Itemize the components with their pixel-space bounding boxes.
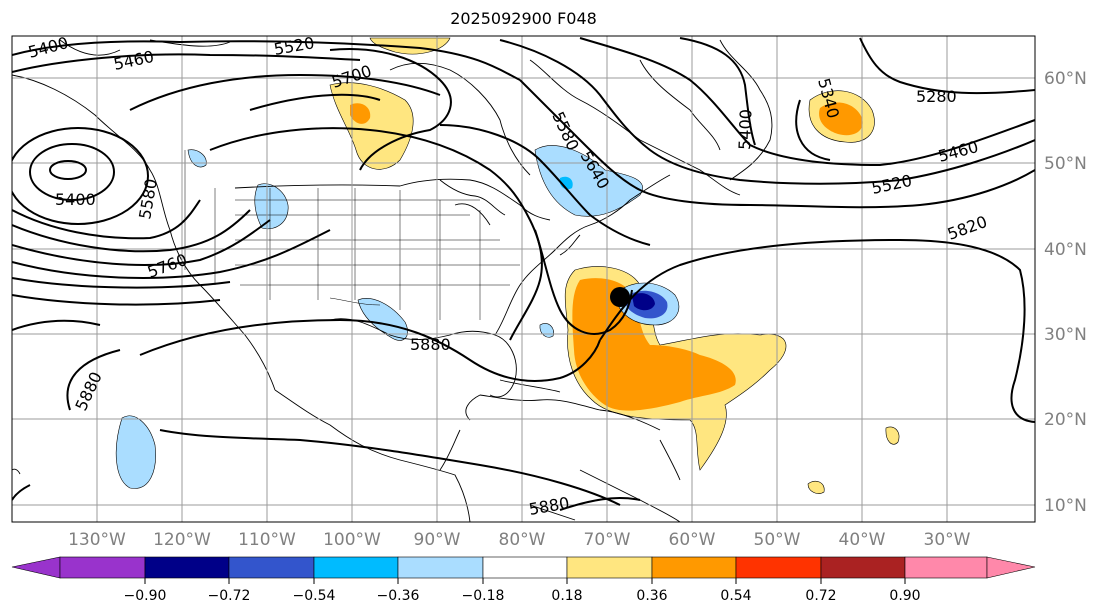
latitude-label: 50°N [1044,154,1087,174]
coastlines [12,39,773,522]
colorbar-tick-label: −0.18 [462,588,505,604]
anomaly-shading [115,37,900,494]
longitude-label: 120°W [153,530,211,550]
colorbar [11,556,1036,579]
positive-anomaly-canada [329,82,414,170]
colorbar-tick-label: 0.36 [636,588,667,604]
colorbar-bin [820,556,906,579]
latitude-label: 20°N [1044,410,1087,430]
longitude-label: 80°W [499,530,546,550]
longitude-label: 90°W [414,530,461,550]
colorbar-under-arrow [11,556,61,579]
graticule [12,36,1035,522]
colorbar-ticks [144,578,906,584]
contour-closed-low-2 [29,143,115,201]
positive-anomaly-small-1 [885,426,900,445]
colorbar-bin [397,556,484,579]
longitude-label: 70°W [584,530,631,550]
low-center-marker [610,287,630,307]
colorbar-tick-label: −0.90 [124,588,167,604]
colorbar-tick-label: −0.72 [208,588,251,604]
colorbar-bin [651,556,737,579]
colorbar-tick-label: 0.72 [805,588,836,604]
map-title: 2025092900 F048 [450,9,597,28]
longitude-label: 110°W [238,530,296,550]
colorbar-tick-labels: −0.90 −0.72 −0.54 −0.36 −0.18 0.18 0.36 … [124,588,921,604]
colorbar-bin [735,556,822,579]
map-border [11,35,1036,523]
contour-closed-low [49,160,87,180]
colorbar-bin [144,556,230,579]
latitude-label: 30°N [1044,325,1087,345]
height-contours [12,37,1035,511]
negative-anomaly-low-core [632,293,655,311]
latitude-label: 40°N [1044,240,1087,260]
colorbar-over-arrow [986,556,1036,579]
contour-label: 5400 [735,109,755,150]
colorbar-bin [228,556,315,579]
longitude-label: 50°W [754,530,801,550]
longitude-label: 40°W [839,530,886,550]
colorbar-bin [313,556,399,579]
longitude-axis: 130°W 120°W 110°W 100°W 90°W 80°W 70°W 6… [68,530,971,550]
latitude-axis: 60°N 50°N 40°N 30°N 20°N 10°N [1044,69,1087,516]
colorbar-bin [566,556,653,579]
colorbar-tick-label: −0.54 [293,588,336,604]
longitude-label: 30°W [924,530,971,550]
latitude-label: 10°N [1044,496,1087,516]
contour-label: 5400 [55,190,96,209]
colorbar-tick-label: 0.90 [889,588,920,604]
colorbar-tick-label: 0.54 [720,588,751,604]
longitude-label: 100°W [323,530,381,550]
positive-anomaly-canada-core [350,103,371,124]
colorbar-tick-label: −0.36 [377,588,420,604]
negative-anomaly-pacific [115,415,156,489]
contour-label: 5880 [410,335,451,354]
colorbar-tick-label: 0.18 [551,588,582,604]
colorbar-bin [482,556,568,579]
positive-anomaly-small-2 [807,480,825,494]
colorbar-bin [59,556,146,579]
colorbar-bin [904,556,988,579]
map-content: 5400 5460 5520 5700 5580 5640 5400 5280 … [12,33,1035,522]
contour-label: 5280 [916,87,957,106]
longitude-label: 60°W [669,530,716,550]
latitude-label: 60°N [1044,69,1087,89]
negative-anomaly-rockies [254,183,289,230]
map-background [12,36,1035,522]
positive-anomaly-greenland-sea-core [819,102,863,136]
positive-anomaly-atlantic-core [572,278,736,411]
contour-closed-low-3 [12,127,149,225]
longitude-label: 130°W [68,530,126,550]
contour-label: 5520 [272,33,315,59]
